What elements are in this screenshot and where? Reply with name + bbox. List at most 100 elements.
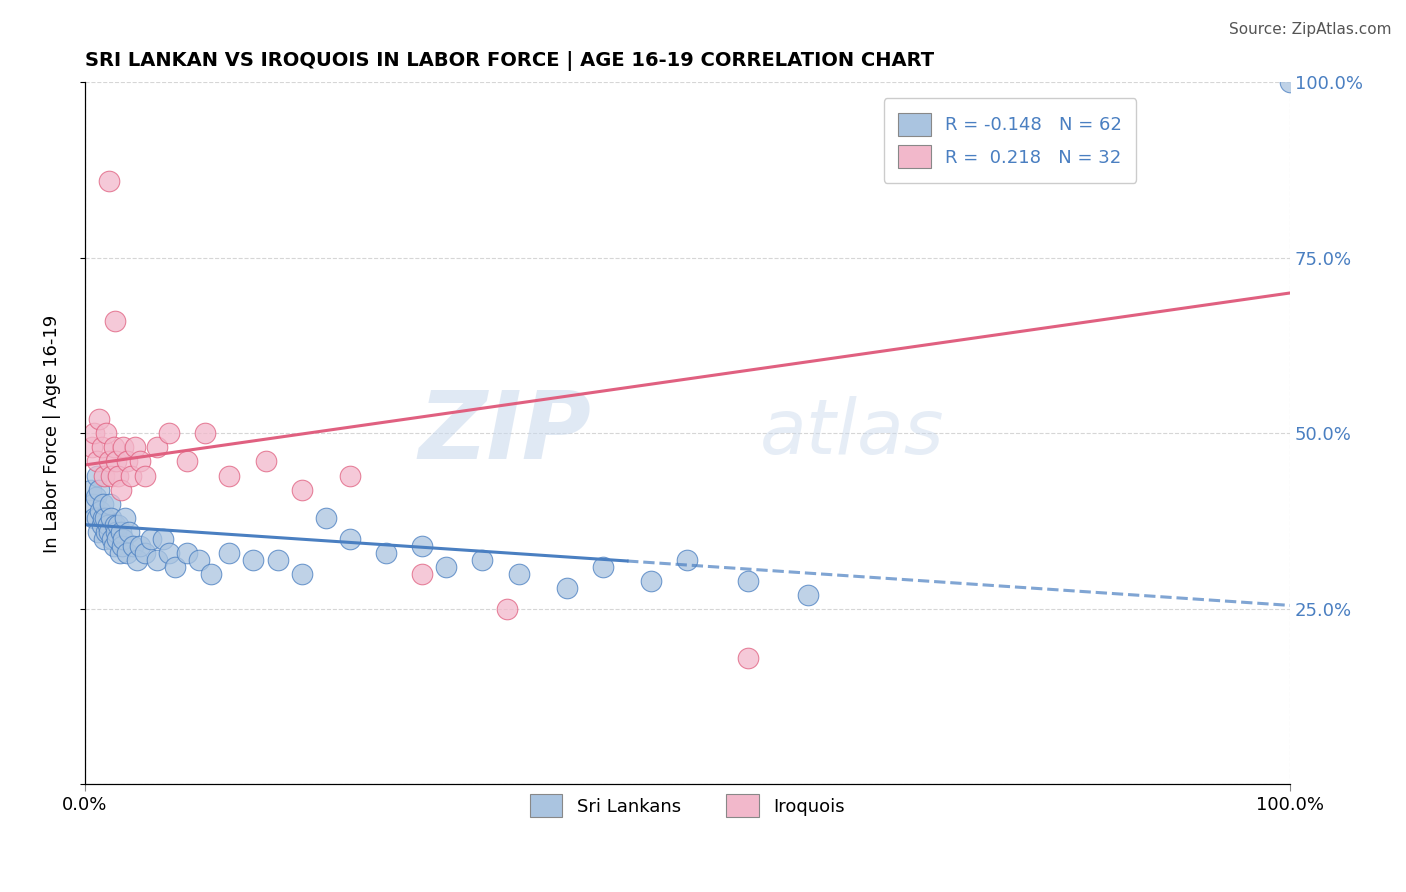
Point — [86, 468, 108, 483]
Point — [89, 503, 111, 517]
Point — [146, 553, 169, 567]
Point — [112, 532, 135, 546]
Point — [111, 539, 134, 553]
Point — [86, 510, 108, 524]
Point — [118, 524, 141, 539]
Text: Source: ZipAtlas.com: Source: ZipAtlas.com — [1229, 22, 1392, 37]
Point — [104, 517, 127, 532]
Point — [83, 510, 105, 524]
Legend: Sri Lankans, Iroquois: Sri Lankans, Iroquois — [523, 787, 852, 824]
Point — [291, 566, 314, 581]
Point — [152, 532, 174, 546]
Text: ZIP: ZIP — [418, 387, 591, 479]
Point — [640, 574, 662, 588]
Point — [103, 441, 125, 455]
Point — [495, 602, 517, 616]
Point — [87, 524, 110, 539]
Point — [339, 532, 361, 546]
Point — [508, 566, 530, 581]
Point — [737, 651, 759, 665]
Point — [254, 454, 277, 468]
Point — [100, 510, 122, 524]
Point — [86, 454, 108, 468]
Point — [471, 553, 494, 567]
Point — [110, 483, 132, 497]
Text: atlas: atlas — [759, 396, 945, 470]
Point — [315, 510, 337, 524]
Point — [97, 174, 120, 188]
Point — [83, 426, 105, 441]
Point — [107, 468, 129, 483]
Point — [411, 566, 433, 581]
Point — [104, 314, 127, 328]
Point — [103, 539, 125, 553]
Point — [176, 454, 198, 468]
Point — [107, 517, 129, 532]
Point — [115, 546, 138, 560]
Point — [157, 426, 180, 441]
Point — [96, 426, 118, 441]
Point — [90, 517, 112, 532]
Point — [105, 524, 128, 539]
Point — [676, 553, 699, 567]
Point — [139, 532, 162, 546]
Point — [97, 454, 120, 468]
Point — [101, 532, 124, 546]
Point — [592, 559, 614, 574]
Point — [91, 497, 114, 511]
Point — [134, 546, 156, 560]
Y-axis label: In Labor Force | Age 16-19: In Labor Force | Age 16-19 — [44, 314, 60, 552]
Point — [90, 441, 112, 455]
Point — [105, 532, 128, 546]
Point — [555, 581, 578, 595]
Point — [129, 539, 152, 553]
Point — [242, 553, 264, 567]
Point — [89, 483, 111, 497]
Point — [84, 490, 107, 504]
Point — [157, 546, 180, 560]
Point — [194, 426, 217, 441]
Point — [110, 524, 132, 539]
Point — [89, 412, 111, 426]
Point — [114, 510, 136, 524]
Point — [218, 468, 240, 483]
Point — [1279, 75, 1302, 89]
Point — [122, 539, 145, 553]
Point — [434, 559, 457, 574]
Point — [94, 510, 117, 524]
Point — [134, 468, 156, 483]
Point — [112, 441, 135, 455]
Point — [266, 553, 288, 567]
Point — [80, 483, 103, 497]
Point — [91, 510, 114, 524]
Point — [115, 454, 138, 468]
Point — [218, 546, 240, 560]
Point — [146, 441, 169, 455]
Point — [176, 546, 198, 560]
Point — [125, 553, 148, 567]
Point — [100, 468, 122, 483]
Point — [797, 588, 820, 602]
Point — [98, 497, 121, 511]
Point — [411, 539, 433, 553]
Point — [124, 441, 146, 455]
Point — [129, 454, 152, 468]
Point — [93, 532, 115, 546]
Text: SRI LANKAN VS IROQUOIS IN LABOR FORCE | AGE 16-19 CORRELATION CHART: SRI LANKAN VS IROQUOIS IN LABOR FORCE | … — [84, 51, 934, 70]
Point — [375, 546, 398, 560]
Point — [82, 497, 104, 511]
Point — [108, 546, 131, 560]
Point — [97, 517, 120, 532]
Point — [80, 441, 103, 455]
Point — [120, 468, 142, 483]
Point — [165, 559, 187, 574]
Point — [737, 574, 759, 588]
Point — [97, 524, 120, 539]
Point — [339, 468, 361, 483]
Point — [105, 454, 128, 468]
Point — [96, 524, 118, 539]
Point — [93, 468, 115, 483]
Point — [291, 483, 314, 497]
Point — [200, 566, 222, 581]
Point — [188, 553, 211, 567]
